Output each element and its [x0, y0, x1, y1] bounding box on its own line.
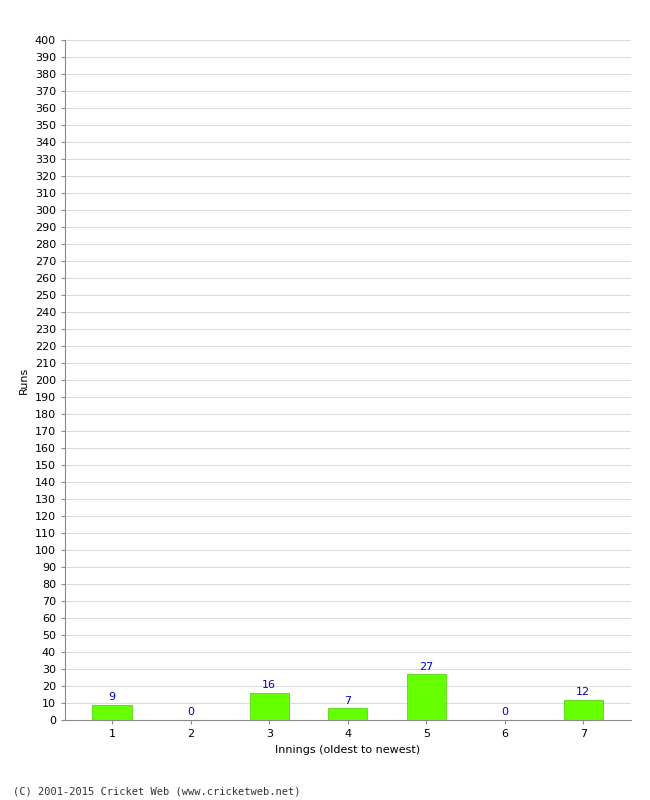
Text: 27: 27 — [419, 662, 434, 671]
Bar — [407, 674, 446, 720]
Y-axis label: Runs: Runs — [19, 366, 29, 394]
Bar — [250, 693, 289, 720]
Bar — [92, 705, 132, 720]
Bar — [564, 699, 603, 720]
Text: 7: 7 — [344, 695, 351, 706]
Text: 16: 16 — [262, 680, 276, 690]
Text: 0: 0 — [501, 707, 508, 718]
Text: 12: 12 — [577, 687, 590, 697]
X-axis label: Innings (oldest to newest): Innings (oldest to newest) — [275, 745, 421, 754]
Text: (C) 2001-2015 Cricket Web (www.cricketweb.net): (C) 2001-2015 Cricket Web (www.cricketwe… — [13, 786, 300, 796]
Bar — [328, 708, 367, 720]
Text: 9: 9 — [109, 692, 116, 702]
Text: 0: 0 — [187, 707, 194, 718]
